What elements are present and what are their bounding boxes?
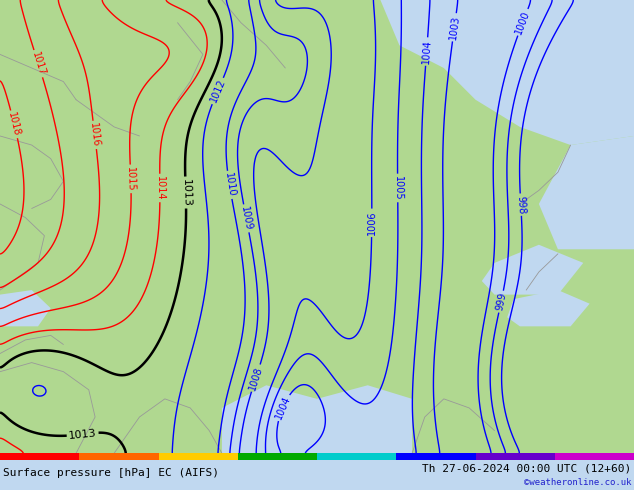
Text: 1013: 1013	[181, 178, 191, 207]
Text: 1005: 1005	[392, 175, 403, 200]
Text: 1017: 1017	[30, 50, 47, 77]
Text: 1012: 1012	[209, 78, 227, 104]
Text: 998: 998	[515, 195, 526, 214]
Text: 1013: 1013	[68, 428, 97, 441]
Polygon shape	[380, 0, 634, 145]
Text: 1015: 1015	[126, 167, 136, 191]
Polygon shape	[482, 245, 583, 294]
Text: 1000: 1000	[514, 9, 532, 35]
Bar	[396, 453, 476, 460]
Polygon shape	[222, 385, 412, 453]
Bar	[555, 453, 634, 460]
Text: 1004: 1004	[273, 394, 292, 421]
Bar	[317, 453, 396, 460]
Text: 1003: 1003	[448, 15, 461, 40]
Text: 1018: 1018	[6, 111, 22, 137]
Text: Surface pressure [hPa] EC (AIFS): Surface pressure [hPa] EC (AIFS)	[3, 468, 219, 478]
Text: Th 27-06-2024 00:00 UTC (12+60): Th 27-06-2024 00:00 UTC (12+60)	[422, 463, 631, 473]
Polygon shape	[507, 290, 590, 326]
Bar	[476, 453, 555, 460]
Polygon shape	[0, 290, 51, 326]
Text: 1016: 1016	[88, 122, 101, 147]
Polygon shape	[539, 136, 634, 249]
Text: 1004: 1004	[421, 39, 432, 64]
Text: 1010: 1010	[223, 172, 236, 198]
Text: 1006: 1006	[366, 211, 377, 235]
Bar	[158, 453, 238, 460]
Bar	[0, 453, 79, 460]
Text: ©weatheronline.co.uk: ©weatheronline.co.uk	[524, 478, 631, 487]
Text: 1008: 1008	[247, 365, 264, 392]
Bar	[238, 453, 317, 460]
Text: 1014: 1014	[155, 176, 165, 200]
Bar	[79, 453, 158, 460]
Text: 999: 999	[495, 292, 508, 312]
Text: 1009: 1009	[239, 205, 254, 231]
